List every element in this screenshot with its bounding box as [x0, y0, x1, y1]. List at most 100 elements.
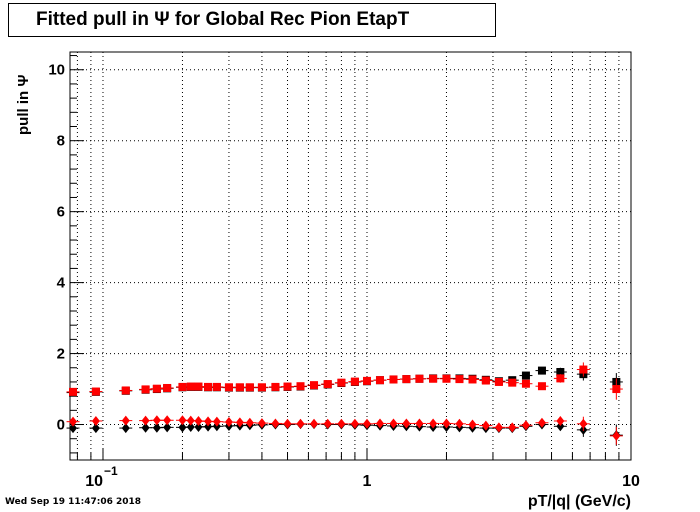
- data-point-square: [257, 383, 266, 392]
- data-point-diamond: [186, 415, 195, 426]
- data-point-diamond: [69, 416, 78, 427]
- x-tick-exponent: −1: [104, 464, 118, 478]
- data-point-square: [224, 383, 233, 392]
- y-tick-label: 2: [57, 346, 65, 363]
- x-tick-label: 10: [622, 473, 640, 490]
- data-point-diamond: [163, 422, 172, 433]
- data-point-square: [389, 375, 398, 384]
- data-point-square: [537, 366, 546, 375]
- data-points: [66, 362, 623, 446]
- data-point-diamond: [481, 420, 490, 431]
- data-point-square: [455, 375, 464, 384]
- data-point-diamond: [468, 419, 477, 430]
- data-point-diamond: [141, 415, 150, 426]
- data-point-diamond: [121, 415, 130, 426]
- y-tick-label: 10: [48, 62, 65, 79]
- data-point-diamond: [141, 422, 150, 433]
- data-point-diamond: [556, 421, 565, 432]
- data-point-diamond: [375, 418, 384, 429]
- data-point-square: [556, 368, 565, 377]
- data-point-diamond: [323, 418, 332, 429]
- y-tick-label: 0: [57, 417, 65, 434]
- data-point-square: [429, 374, 438, 383]
- data-point-square: [235, 383, 244, 392]
- datestamp: Wed Sep 19 11:47:06 2018: [5, 497, 142, 507]
- data-point-diamond: [271, 418, 280, 429]
- data-point-diamond: [152, 415, 161, 426]
- data-point-square: [337, 378, 346, 387]
- data-point-square: [163, 383, 172, 392]
- data-point-diamond: [69, 423, 78, 434]
- data-point-square: [141, 385, 150, 394]
- data-point-square: [178, 382, 187, 391]
- data-point-square: [442, 374, 451, 383]
- data-point-diamond: [455, 418, 464, 429]
- y-axis-label: pull in Ψ: [15, 74, 32, 135]
- data-point-diamond: [212, 416, 221, 427]
- data-point-square: [612, 385, 621, 394]
- data-point-diamond: [612, 430, 621, 441]
- data-point-diamond: [389, 418, 398, 429]
- data-point-square: [481, 376, 490, 385]
- data-point-diamond: [186, 422, 195, 433]
- data-point-square: [121, 386, 130, 395]
- data-point-diamond: [204, 416, 213, 427]
- data-point-diamond: [442, 418, 451, 429]
- data-point-square: [152, 384, 161, 393]
- data-point-diamond: [508, 422, 517, 433]
- data-point-square: [91, 387, 100, 396]
- grid: [70, 52, 632, 460]
- data-point-square: [212, 382, 221, 391]
- data-point-square: [556, 374, 565, 383]
- data-point-diamond: [283, 418, 292, 429]
- y-tick-label: 6: [57, 204, 65, 221]
- data-point-diamond: [310, 418, 319, 429]
- data-point-square: [194, 382, 203, 391]
- data-point-square: [537, 382, 546, 391]
- data-point-diamond: [245, 417, 254, 428]
- data-point-diamond: [163, 415, 172, 426]
- data-point-square: [69, 387, 78, 396]
- data-point-diamond: [402, 418, 411, 429]
- chart-title: Fitted pull in Ψ for Global Rec Pion Eta…: [8, 3, 496, 37]
- data-point-diamond: [178, 422, 187, 433]
- data-point-square: [362, 376, 371, 385]
- y-tick-label: 4: [57, 275, 66, 292]
- data-point-square: [310, 381, 319, 390]
- data-point-diamond: [296, 418, 305, 429]
- data-point-diamond: [429, 418, 438, 429]
- data-point-diamond: [362, 418, 371, 429]
- data-point-diamond: [521, 420, 530, 431]
- data-point-square: [508, 378, 517, 387]
- data-point-square: [186, 382, 195, 391]
- data-point-diamond: [494, 422, 503, 433]
- data-point-diamond: [235, 417, 244, 428]
- data-point-diamond: [257, 418, 266, 429]
- data-point-diamond: [194, 422, 203, 433]
- data-point-square: [402, 375, 411, 384]
- data-point-diamond: [91, 415, 100, 426]
- data-point-square: [468, 375, 477, 384]
- data-point-diamond: [350, 418, 359, 429]
- data-point-diamond: [204, 421, 213, 432]
- x-tick-label: 10: [85, 473, 103, 490]
- data-point-square: [323, 380, 332, 389]
- data-point-diamond: [537, 417, 546, 428]
- data-point-diamond: [415, 418, 424, 429]
- data-point-diamond: [194, 415, 203, 426]
- data-point-square: [375, 376, 384, 385]
- data-point-square: [579, 365, 588, 374]
- data-point-square: [245, 383, 254, 392]
- x-tick-label: 1: [363, 473, 372, 490]
- data-point-diamond: [579, 418, 588, 429]
- data-point-square: [283, 382, 292, 391]
- data-point-diamond: [224, 417, 233, 428]
- data-point-square: [296, 382, 305, 391]
- x-axis-label: pT/|q| (GeV/c): [527, 493, 631, 510]
- data-point-square: [271, 382, 280, 391]
- plot-frame: [69, 51, 632, 461]
- data-point-diamond: [178, 415, 187, 426]
- data-point-square: [494, 377, 503, 386]
